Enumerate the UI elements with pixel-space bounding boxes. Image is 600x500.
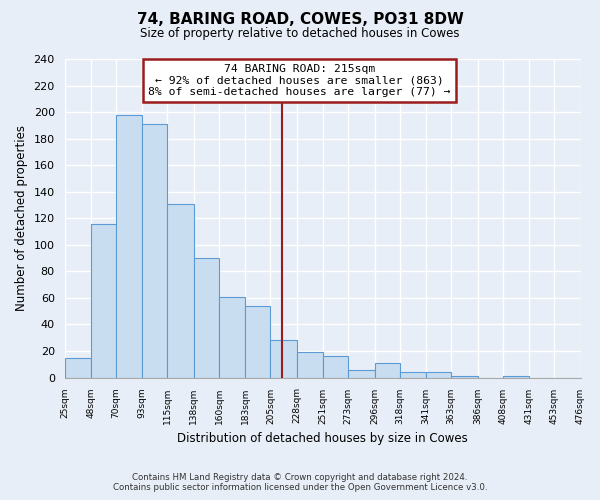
Text: Contains HM Land Registry data © Crown copyright and database right 2024.
Contai: Contains HM Land Registry data © Crown c… (113, 473, 487, 492)
Bar (245, 306, 271, 378)
Bar (451, 376, 478, 378)
Bar (219, 296, 245, 378)
Bar (374, 363, 400, 378)
Y-axis label: Number of detached properties: Number of detached properties (15, 126, 28, 312)
Bar (400, 372, 426, 378)
Bar (116, 114, 142, 378)
Bar (142, 124, 167, 378)
Text: 74 BARING ROAD: 215sqm
← 92% of detached houses are smaller (863)
8% of semi-det: 74 BARING ROAD: 215sqm ← 92% of detached… (148, 64, 451, 97)
Text: Size of property relative to detached houses in Cowes: Size of property relative to detached ho… (140, 28, 460, 40)
Bar (348, 370, 374, 378)
Bar (271, 340, 297, 378)
Bar (65, 358, 91, 378)
Bar (503, 376, 529, 378)
Bar (91, 224, 116, 378)
Bar (194, 258, 219, 378)
Bar (167, 204, 194, 378)
X-axis label: Distribution of detached houses by size in Cowes: Distribution of detached houses by size … (177, 432, 468, 445)
Text: 74, BARING ROAD, COWES, PO31 8DW: 74, BARING ROAD, COWES, PO31 8DW (137, 12, 463, 28)
Bar (297, 352, 323, 378)
Bar (426, 372, 451, 378)
Bar (323, 356, 348, 378)
